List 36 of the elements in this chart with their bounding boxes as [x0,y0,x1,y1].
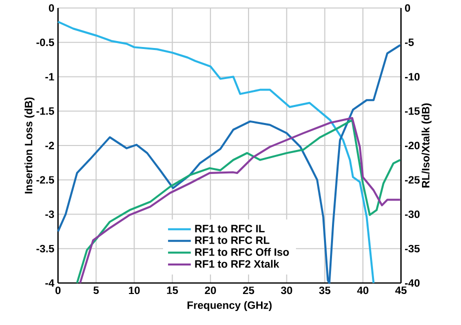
y2-tick-label: -40 [405,279,420,287]
y2-tick-label: -20 [405,142,420,150]
x-tick-label: 45 [395,286,407,294]
y-axis-title: Insertion Loss (dB) [24,97,34,194]
y-tick-label: -0.5 [36,38,54,46]
y2-tick-label: -10 [405,72,420,81]
y2-tick-label: 0 [405,4,410,12]
y2-tick-label: -30 [405,210,420,218]
y2-tick-label: -35 [405,244,420,252]
y-tick-label: -2 [45,142,54,150]
x-tick-label: 15 [167,286,178,294]
y-tick-label: -3.5 [36,244,54,252]
legend-label: RF1 to RFC RL [195,236,270,244]
y2-tick-label: -5 [405,38,414,46]
x-tick-label: 20 [204,286,216,294]
x-axis-title: Frequency (GHz) [188,301,272,312]
y-tick-label: -3 [45,210,54,218]
line-series [57,20,375,284]
y2-axis-title: RL/Iso/Xtalk (dB) [422,103,432,188]
y2-tick-label: -15 [405,107,420,115]
y-tick-label: -4 [45,279,54,287]
x-tick-label: 5 [93,286,99,294]
x-tick-label: 25 [242,286,254,294]
y-tick-label: 0 [48,4,54,12]
y-tick-label: -2.5 [36,176,54,184]
x-tick-label: 35 [319,286,330,294]
legend-label: RF1 to RFC IL [195,224,265,232]
y-tick-label: -1.5 [36,107,54,115]
x-tick-label: 0 [55,286,61,294]
x-tick-label: 10 [128,286,140,294]
x-tick-label: 40 [357,286,368,294]
legend-label: RF1 to RFC Off Iso [195,248,289,256]
x-tick-label: 30 [280,286,292,294]
y-tick-label: -1 [45,73,54,80]
legend-label: RF1 to RF2 Xtalk [195,260,280,268]
y2-tick-label: -25 [405,176,420,184]
